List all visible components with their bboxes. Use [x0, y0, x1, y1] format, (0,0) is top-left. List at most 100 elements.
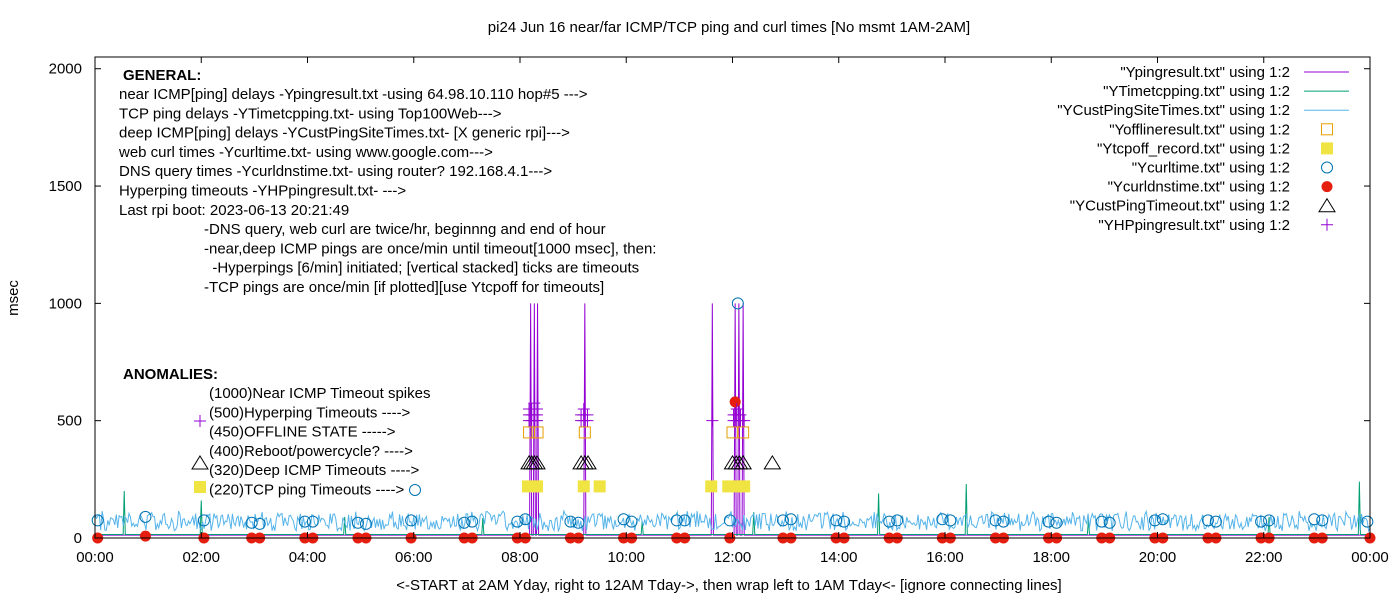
- series-5-point-7-shape: [351, 516, 364, 529]
- series-7-point-10-shape: [734, 454, 753, 470]
- series-4-point-3-shape: [593, 480, 606, 493]
- series-5-point-36-shape: [1148, 514, 1161, 527]
- series-5-point-34: [1095, 515, 1108, 528]
- general-line-5: Hyperping timeouts -YHPpingresult.txt- -…: [119, 183, 406, 200]
- series-4-point-0-shape: [521, 480, 534, 493]
- series-5-point-43-shape: [1316, 514, 1329, 527]
- series-5-point-19-shape: [678, 514, 691, 527]
- series-5-point-3: [245, 516, 258, 529]
- anomaly-key-marker-2: [194, 481, 206, 493]
- legend-marker-7: [1318, 197, 1336, 213]
- anomaly-key-marker-1: [191, 455, 209, 470]
- series-3-point-3-shape: [726, 426, 739, 439]
- legend-marker-4: [1321, 142, 1333, 155]
- x-tick-label-12: 00:00: [1351, 549, 1389, 566]
- series-7-point-3: [528, 454, 546, 470]
- general-line-4: DNS query times -Ycurldnstime.txt- using…: [119, 163, 552, 180]
- series-5-point-40: [1255, 515, 1268, 528]
- series-5-point-24: [830, 514, 843, 527]
- series-5-point-38-shape: [1201, 514, 1214, 527]
- series-5-point-35: [1103, 516, 1116, 529]
- series-5-point-24-shape: [830, 514, 843, 527]
- series-4-point-7-shape: [738, 480, 751, 493]
- x-axis-label: <-START at 2AM Yday, right to 12AM Tday-…: [396, 577, 1061, 594]
- series-3-point-3: [726, 426, 739, 439]
- series-5-point-6: [306, 515, 319, 528]
- series-5-point-10-shape: [458, 516, 471, 529]
- series-5-point-16: [617, 513, 630, 526]
- series-5-point-6-shape: [306, 515, 319, 528]
- series-3: [523, 426, 750, 439]
- x-tick-label-11: 22:00: [1245, 549, 1283, 566]
- series-5-point-26: [883, 515, 896, 528]
- x-tick-label-4: 08:00: [501, 549, 539, 566]
- series-5-point-5: [298, 515, 311, 528]
- series-5-point-15-shape: [572, 516, 585, 529]
- legend-marker-4-shape: [1321, 142, 1333, 155]
- legend-marker-6: [1321, 181, 1333, 193]
- x-tick-label-5: 10:00: [607, 549, 645, 566]
- series-3-point-0: [523, 426, 536, 439]
- series-5-point-25: [838, 515, 851, 528]
- general-line-1: TCP ping delays -YTimetcpping.txt- using…: [119, 105, 502, 122]
- series-5-point-4-shape: [253, 517, 266, 530]
- anomaly-line-1: (500)Hyperping Timeouts ---->: [209, 404, 411, 421]
- series-5-point-13: [519, 513, 532, 526]
- series-3-point-2: [578, 426, 591, 439]
- y-tick-label-3: 1500: [49, 178, 82, 195]
- general-line-0: near ICMP[ping] delays -Ypingresult.txt …: [119, 86, 588, 103]
- series-5-point-18: [670, 514, 683, 527]
- legend-label-5: "Ycurltime.txt" using 1:2: [1132, 160, 1290, 177]
- axes-layer: 00:00 02:00 04:00 06:00 08:00 10:00 12:00 14:00…: [49, 57, 1389, 566]
- series-3-point-1-shape: [531, 426, 544, 439]
- x-tick-label-6: 12:00: [714, 549, 752, 566]
- legend-marker-6-shape: [1321, 181, 1333, 193]
- series-7-point-2-shape: [525, 454, 544, 470]
- series-5-point-33: [1050, 516, 1063, 529]
- x-tick-label-2: 04:00: [289, 549, 327, 566]
- series-4-point-2: [577, 480, 590, 493]
- series-5-point-29-shape: [944, 514, 957, 527]
- series-5-point-30-shape: [989, 514, 1002, 527]
- anomaly-key-marker-2-shape: [194, 481, 206, 493]
- series-5-point-36: [1148, 514, 1161, 527]
- series-5: [91, 297, 1374, 530]
- series-5-point-21: [731, 297, 744, 310]
- series-0: [95, 303, 1370, 536]
- series-7-point-10: [734, 454, 753, 470]
- series-7-point-11: [763, 454, 782, 470]
- series-7-point-6: [579, 454, 597, 470]
- series-5-point-20: [723, 514, 736, 527]
- series-5-point-37: [1156, 513, 1169, 526]
- legend-marker-5: [1321, 161, 1333, 174]
- legend-marker-7-shape: [1318, 197, 1336, 213]
- series-5-point-31: [997, 515, 1010, 528]
- series-5-point-1-shape: [139, 510, 152, 523]
- series-3-point-4: [737, 426, 750, 439]
- series-5-point-5-shape: [298, 515, 311, 528]
- x-tick-label-9: 18:00: [1032, 549, 1070, 566]
- series-5-point-28-shape: [936, 513, 949, 526]
- annotation-layer: GENERAL: near ICMP[ping] delays -Ypingres…: [118, 67, 656, 499]
- series-3-point-4-shape: [737, 426, 750, 439]
- series-5-point-22-shape: [776, 514, 789, 527]
- series-4-point-4: [705, 480, 718, 493]
- general-line-3: web curl times -Ycurltime.txt- using www…: [118, 144, 493, 161]
- series-5-point-37-shape: [1156, 513, 1169, 526]
- series-5-point-14-shape: [564, 515, 577, 528]
- series-6-point-21: [729, 396, 741, 408]
- series-5-point-23-shape: [784, 513, 797, 526]
- series-5-point-44: [1361, 515, 1374, 528]
- series-5-point-41-shape: [1263, 514, 1276, 527]
- series-5-point-21-shape: [731, 297, 744, 310]
- anomaly-key-marker-0: [194, 415, 206, 427]
- general-line-6: Last rpi boot: 2023-06-13 20:21:49: [119, 202, 349, 219]
- series-5-point-2: [197, 514, 210, 527]
- series-5-point-9: [405, 514, 418, 527]
- series-4-point-2-shape: [577, 480, 590, 493]
- series-3-point-2-shape: [578, 426, 591, 439]
- series-5-point-40-shape: [1255, 515, 1268, 528]
- legend-label-0: "Ypingresult.txt" using 1:2: [1120, 64, 1290, 81]
- series-6-point-21-shape: [729, 396, 741, 408]
- series-4-point-7: [738, 480, 751, 493]
